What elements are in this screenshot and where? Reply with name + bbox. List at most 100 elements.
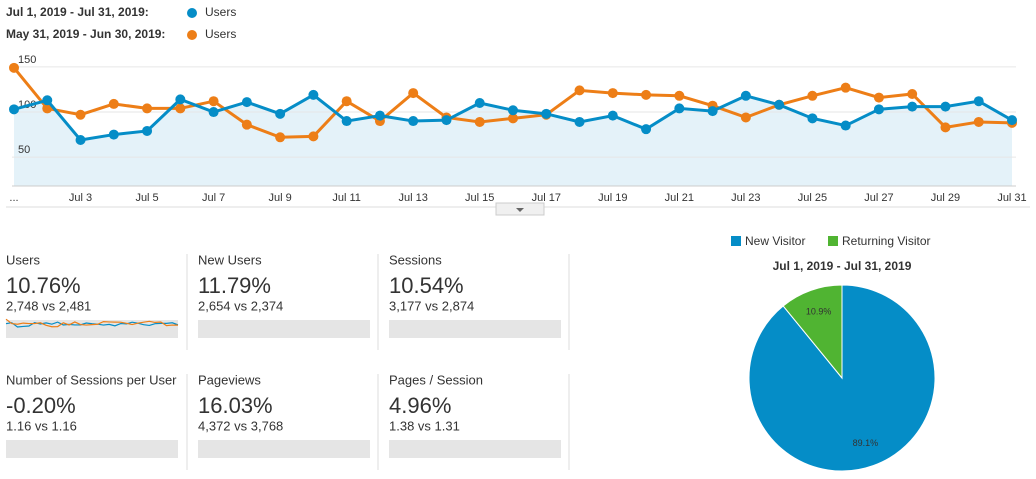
point (42, 103, 53, 114)
point (308, 131, 319, 142)
point (574, 85, 585, 96)
toggle-arrow (516, 208, 524, 212)
point (108, 98, 119, 109)
y-tick-label: 50 (18, 144, 30, 156)
sparkline-band (6, 320, 178, 338)
legend-swatch (187, 30, 197, 40)
point (341, 116, 352, 127)
point (208, 96, 219, 107)
metric-label: Sessions (389, 252, 442, 267)
pie-title: Jul 1, 2019 - Jul 31, 2019 (773, 259, 912, 273)
point (740, 90, 751, 101)
legend-label: New Visitor (745, 234, 805, 248)
legend-period: Jul 1, 2019 - Jul 31, 2019: (6, 5, 149, 19)
point (75, 109, 86, 120)
point (873, 92, 884, 103)
x-tick-label: Jul 29 (931, 192, 960, 204)
point (840, 82, 851, 93)
legend-period: May 31, 2019 - Jun 30, 2019: (6, 27, 165, 41)
sparkline (5, 321, 179, 328)
point (75, 134, 86, 145)
x-tick-label: Jul 31 (997, 192, 1026, 204)
x-tick-label: Jul 21 (665, 192, 694, 204)
x-tick-label: Jul 17 (532, 192, 561, 204)
metric-change: 4.96% (389, 393, 451, 418)
point (241, 119, 252, 130)
point (241, 97, 252, 108)
metric-label: New Users (198, 252, 262, 267)
point (408, 116, 419, 127)
point (607, 110, 618, 121)
x-tick-label: Jul 9 (269, 192, 292, 204)
point (873, 104, 884, 115)
point (840, 120, 851, 131)
point (807, 90, 818, 101)
point (474, 98, 485, 109)
metric-label: Number of Sessions per User (6, 372, 177, 387)
point (774, 99, 785, 110)
point (973, 116, 984, 127)
point (275, 108, 286, 119)
point (374, 110, 385, 121)
x-tick-label: Jul 11 (332, 192, 361, 204)
point (308, 89, 319, 100)
point (474, 116, 485, 127)
point (9, 104, 19, 115)
point (541, 108, 552, 119)
legend-label: Users (205, 5, 236, 19)
point (807, 113, 818, 124)
x-tick-label: Jul 15 (465, 192, 494, 204)
metric-change: 10.76% (6, 273, 81, 298)
point (108, 129, 119, 140)
point (1007, 115, 1017, 126)
point (907, 88, 918, 99)
x-tick-label: Jul 27 (864, 192, 893, 204)
slice-label: 10.9% (806, 307, 832, 317)
pie-slice (782, 284, 843, 380)
point (641, 89, 652, 100)
point (208, 107, 219, 118)
metric-comparison: 4,372 vs 3,768 (198, 418, 283, 433)
sparkline-band (6, 440, 178, 458)
x-tick-label: Jul 19 (598, 192, 627, 204)
slice-label: 89.1% (853, 438, 879, 448)
metric-label: Pages / Session (389, 372, 483, 387)
point (441, 115, 452, 126)
point (973, 96, 984, 107)
point (740, 112, 751, 123)
point (42, 95, 53, 106)
metric-change: 16.03% (198, 393, 273, 418)
area (14, 94, 1012, 186)
metric-change: 10.54% (389, 273, 464, 298)
x-tick-label: Jul 3 (69, 192, 92, 204)
point (175, 94, 186, 105)
point (275, 132, 286, 143)
metric-comparison: 3,177 vs 2,874 (389, 298, 474, 313)
x-tick-label: Jul 23 (731, 192, 760, 204)
sparkline-band (389, 440, 561, 458)
metric-label: Users (6, 252, 40, 267)
metric-change: 11.79% (198, 273, 271, 298)
point (940, 101, 951, 112)
point (408, 88, 419, 99)
point (142, 103, 153, 114)
point (607, 88, 618, 99)
x-tick-label: Jul 25 (798, 192, 827, 204)
point (674, 90, 685, 101)
point (175, 103, 186, 114)
point (641, 124, 652, 135)
legend-label: Users (205, 27, 236, 41)
x-tick-label: Jul 7 (202, 192, 225, 204)
legend-swatch (828, 236, 838, 246)
point (9, 62, 19, 73)
sparkline-band (389, 320, 561, 338)
metric-comparison: 2,654 vs 2,374 (198, 298, 283, 313)
legend-swatch (731, 236, 741, 246)
x-tick-label: Jul 13 (399, 192, 428, 204)
legend-swatch (187, 8, 197, 18)
point (142, 125, 153, 136)
x-tick-label: Jul 5 (135, 192, 158, 204)
sparkline-band (198, 440, 370, 458)
metric-change: -0.20% (6, 393, 76, 418)
